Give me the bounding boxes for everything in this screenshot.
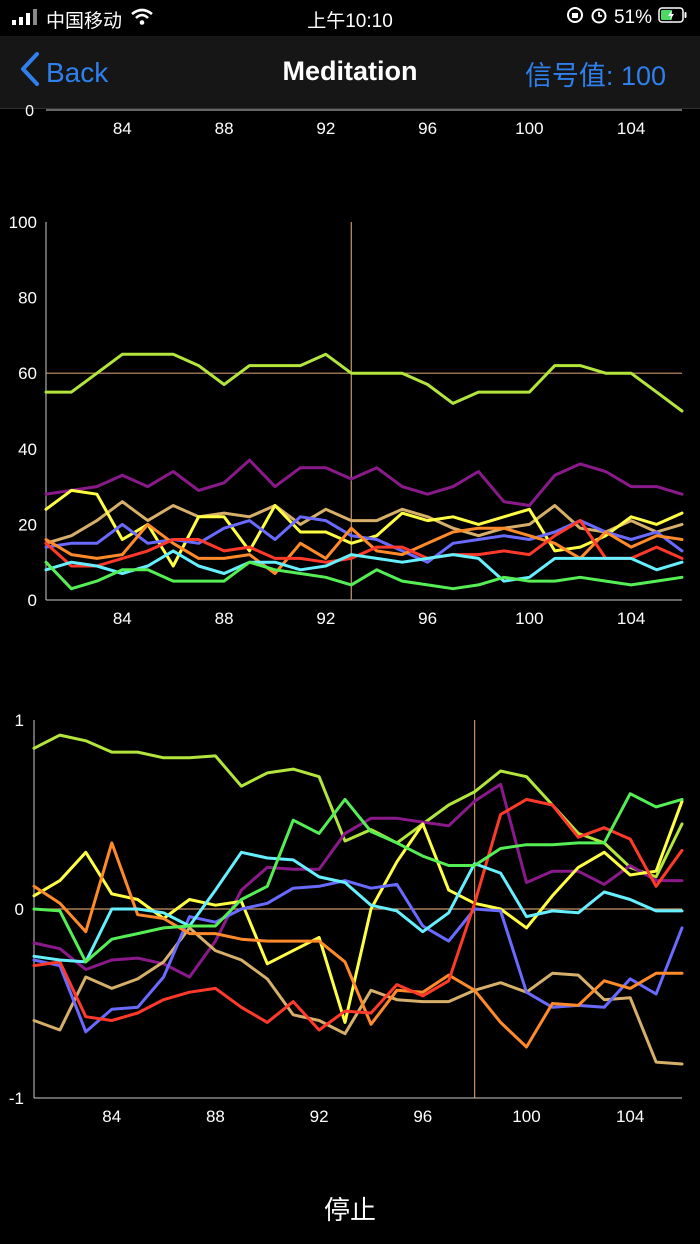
back-button[interactable]: Back	[20, 52, 108, 93]
chart2-y-tick-label: 20	[18, 515, 37, 534]
chart1-x-tick-label: 84	[113, 119, 132, 138]
alarm-icon	[590, 6, 608, 30]
chart3-series-line-s7	[32, 797, 684, 1032]
chart2-x-tick-label: 84	[113, 609, 132, 628]
chart1-x-tick-label: 92	[316, 119, 335, 138]
chart2-series-line-s7	[44, 519, 684, 568]
chart2-series-line-s2	[44, 458, 684, 507]
chart1-x-tick-label: 88	[215, 119, 234, 138]
battery-icon	[658, 7, 688, 29]
status-bar: 中国移动 上午10:10 51%	[0, 0, 700, 36]
chart1-x-tick-label: 96	[418, 119, 437, 138]
chart2-x-tick-label: 88	[215, 609, 234, 628]
signal-value: 信号值: 100	[524, 61, 666, 91]
rotation-lock-icon	[566, 6, 584, 30]
chart3-x-tick-label: 104	[616, 1107, 644, 1126]
page-title: Meditation	[282, 56, 418, 86]
chart2-series-line-s1	[44, 352, 684, 413]
chart2-x-tick-label: 100	[515, 609, 543, 628]
chart2-x-tick-label: 104	[617, 609, 645, 628]
chart1-x-tick-label: 104	[617, 119, 645, 138]
chart3-y-tick-label: 1	[15, 711, 24, 730]
carrier-name: 中国移动	[46, 11, 123, 32]
chart2-y-tick-label: 0	[28, 591, 37, 610]
chart3-series-line-s9	[32, 792, 684, 964]
wifi-icon	[130, 8, 154, 32]
back-label: Back	[46, 56, 109, 88]
chart1-y-tick-label: 0	[25, 103, 34, 120]
chart2-series-line-s8	[44, 549, 684, 583]
chart2-y-tick-label: 60	[18, 364, 37, 383]
chart2-x-tick-label: 92	[316, 609, 335, 628]
chevron-left-icon	[20, 52, 40, 93]
chart3-x-tick-label: 92	[310, 1107, 329, 1126]
cellular-signal-icon	[12, 8, 38, 31]
chart3-x-tick-label: 88	[206, 1107, 225, 1126]
chart3-series-line-s1	[32, 733, 684, 879]
chart2-y-tick-label: 100	[9, 213, 37, 232]
chart2-y-tick-label: 80	[18, 289, 37, 308]
stop-button[interactable]: 停止	[323, 1195, 376, 1225]
chart2-series-line-s6	[44, 522, 684, 575]
chart2-y-tick-label: 40	[18, 440, 37, 459]
chart2-x-tick-label: 96	[418, 609, 437, 628]
chart3-x-tick-label: 84	[102, 1107, 121, 1126]
chart3-y-tick-label: 0	[15, 900, 24, 919]
chart3-x-tick-label: 96	[413, 1107, 432, 1126]
chart2-series-line-s9	[44, 560, 684, 591]
chart3-series-line-s6	[32, 841, 684, 1049]
chart1-x-tick-label: 100	[515, 119, 543, 138]
chart3-x-tick-label: 100	[512, 1107, 540, 1126]
chart3-series-line-s4	[32, 799, 684, 1024]
battery-percent: 51%	[613, 7, 652, 28]
chart3-y-tick-label: -1	[9, 1089, 24, 1108]
status-time: 上午10:10	[307, 11, 393, 32]
chart3-series-line-s8	[32, 850, 684, 964]
navigation-bar: Back Meditation 信号值: 100	[0, 36, 700, 109]
